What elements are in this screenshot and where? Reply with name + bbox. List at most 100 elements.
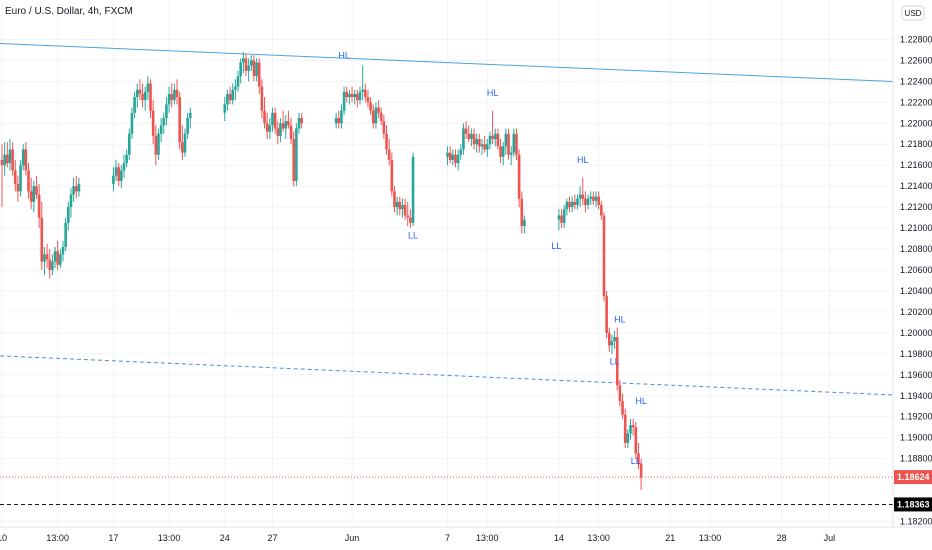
candle-body[interactable] (499, 146, 502, 157)
candle-body[interactable] (61, 246, 65, 255)
candle-down[interactable] (263, 97, 266, 129)
candle-body[interactable] (40, 217, 44, 262)
candle-down[interactable] (178, 91, 181, 150)
candle-up[interactable] (480, 139, 484, 155)
candle-body[interactable] (162, 118, 166, 126)
candle-body[interactable] (626, 433, 630, 443)
candle-up[interactable] (43, 246, 46, 276)
candle-down[interactable] (35, 175, 38, 199)
candle-up[interactable] (271, 107, 274, 132)
candle-up[interactable] (610, 334, 614, 354)
candle-body[interactable] (618, 385, 622, 401)
candle-body[interactable] (154, 135, 158, 155)
candle-down[interactable] (615, 327, 619, 391)
candle-body[interactable] (607, 332, 611, 346)
candle-down[interactable] (472, 128, 476, 150)
candle-body[interactable] (21, 149, 25, 166)
candle-body[interactable] (377, 107, 380, 113)
candle-body[interactable] (37, 194, 41, 218)
candle-body[interactable] (565, 201, 569, 210)
candle-down[interactable] (390, 152, 394, 197)
candle-down[interactable] (356, 89, 359, 108)
candle-down[interactable] (607, 327, 611, 352)
candle-body[interactable] (236, 76, 240, 87)
candle-body[interactable] (597, 196, 600, 206)
candle-body[interactable] (584, 198, 587, 206)
candle-up[interactable] (242, 52, 245, 73)
candle-down[interactable] (175, 79, 179, 105)
candle-body[interactable] (257, 62, 261, 87)
candle-body[interactable] (629, 425, 632, 434)
candle-down[interactable] (141, 83, 144, 108)
candle-down[interactable] (409, 209, 412, 229)
candle-down[interactable] (281, 110, 285, 132)
candle-body[interactable] (496, 133, 500, 147)
candle-body[interactable] (568, 201, 571, 208)
candle-down[interactable] (29, 177, 33, 210)
candle-up[interactable] (61, 240, 65, 262)
candle-up[interactable] (504, 128, 508, 155)
candle-up[interactable] (565, 198, 569, 216)
candle-body[interactable] (48, 259, 52, 270)
dashed-trendline[interactable] (0, 355, 894, 396)
candle-up[interactable] (146, 76, 150, 101)
candle-down[interactable] (154, 125, 158, 166)
candle-body[interactable] (512, 133, 516, 153)
candle-body[interactable] (13, 170, 17, 185)
candle-body[interactable] (570, 201, 574, 208)
candle-body[interactable] (578, 194, 582, 199)
candle-up[interactable] (334, 112, 338, 129)
candle-body[interactable] (231, 89, 235, 101)
candle-up[interactable] (268, 118, 272, 139)
candle-body[interactable] (66, 207, 70, 223)
candle-body[interactable] (56, 251, 59, 265)
candle-up[interactable] (451, 149, 455, 166)
candle-up[interactable] (493, 128, 497, 147)
candle-body[interactable] (576, 198, 579, 206)
candle-body[interactable] (281, 123, 285, 129)
candle-body[interactable] (297, 118, 301, 129)
candle-down[interactable] (403, 198, 407, 220)
candle-body[interactable] (64, 222, 67, 247)
candle-up[interactable] (462, 123, 465, 155)
candle-body[interactable] (448, 152, 452, 160)
candle-body[interactable] (369, 102, 372, 111)
candle-down[interactable] (350, 86, 354, 103)
candle-up[interactable] (576, 194, 579, 210)
current-price-label[interactable]: 1.18624 (894, 470, 932, 485)
candle-down[interactable] (369, 97, 372, 115)
candle-body[interactable] (605, 296, 608, 333)
candle-up[interactable] (340, 104, 343, 129)
candle-up[interactable] (125, 149, 128, 168)
candle-body[interactable] (135, 89, 139, 98)
candle-body[interactable] (295, 128, 298, 181)
candle-down[interactable] (0, 144, 4, 208)
candle-body[interactable] (371, 110, 375, 124)
candle-body[interactable] (29, 191, 33, 202)
candle-up[interactable] (488, 131, 492, 150)
candle-up[interactable] (594, 191, 598, 208)
candle-down[interactable] (520, 191, 524, 234)
candle-body[interactable] (475, 139, 478, 145)
candle-body[interactable] (69, 194, 73, 208)
candle-down[interactable] (27, 163, 30, 199)
candle-body[interactable] (186, 118, 189, 134)
candle-body[interactable] (51, 261, 54, 270)
candle-up[interactable] (165, 97, 168, 126)
candle-body[interactable] (456, 154, 460, 164)
candle-up[interactable] (348, 89, 351, 105)
candle-body[interactable] (467, 133, 471, 139)
candle-body[interactable] (358, 91, 362, 101)
candle-down[interactable] (448, 146, 452, 164)
candle-body[interactable] (287, 121, 290, 126)
candle-down[interactable] (507, 128, 510, 160)
candle-body[interactable] (183, 133, 187, 153)
candle-body[interactable] (170, 93, 174, 101)
candle-body[interactable] (3, 154, 6, 166)
candle-up[interactable] (512, 128, 516, 157)
candle-up[interactable] (69, 188, 73, 218)
candle-up[interactable] (143, 86, 147, 111)
candle-body[interactable] (613, 337, 616, 342)
candle-up[interactable] (127, 128, 131, 160)
candle-body[interactable] (127, 133, 131, 155)
